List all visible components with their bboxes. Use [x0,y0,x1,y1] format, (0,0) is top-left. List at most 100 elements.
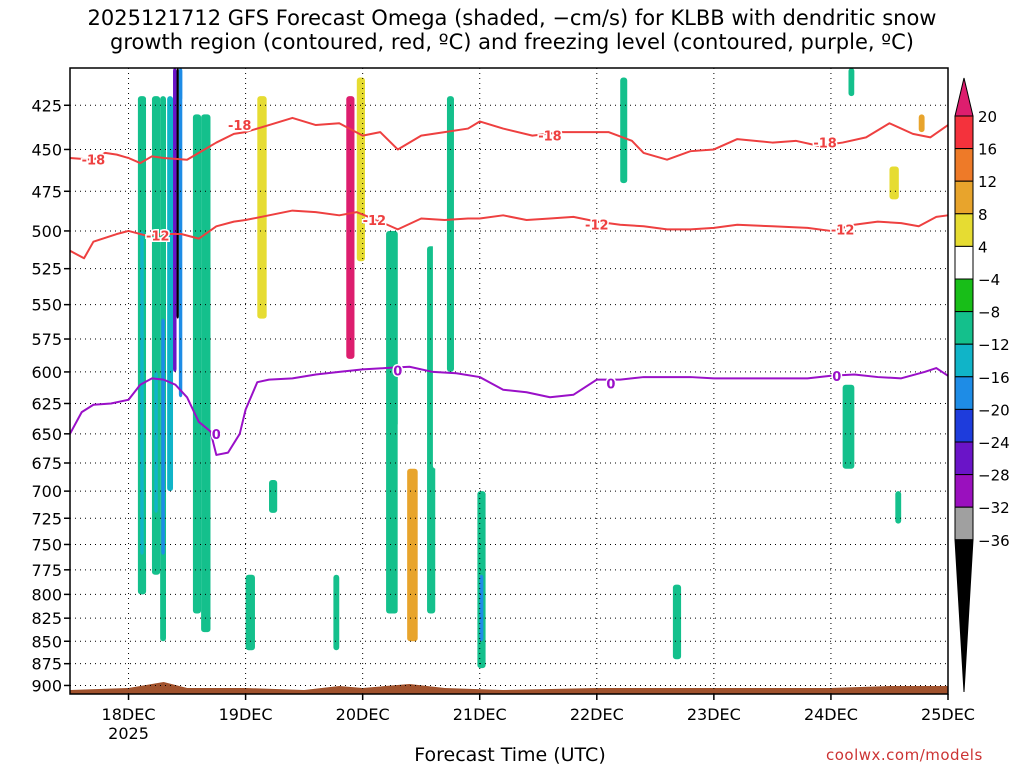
contour-label: 0 [606,377,615,392]
contour-label: -18 [538,130,562,145]
omega-cell [497,114,506,372]
omega-cell [233,96,241,492]
colorbar-tick-label: 4 [978,238,988,256]
omega-cell [772,523,779,585]
x-tick-label: 24DEC [804,705,858,724]
omega-cell [883,96,902,385]
omega-cell [918,114,925,133]
colorbar-band [954,148,974,182]
omega-cell [176,68,179,319]
y-tick-label: 500 [31,222,62,241]
omega-cell [167,96,174,492]
contour-label: -12 [831,223,855,238]
omega-cell [938,534,946,623]
colorbar-band [954,278,974,313]
omega-cell [446,96,454,372]
colorbar-tick-label: 8 [978,206,988,224]
omega-cell [620,77,628,184]
omega-cell [286,114,299,372]
omega-cell [269,479,278,513]
omega-cell [386,230,398,614]
x-tick-label: 18DEC [102,705,156,724]
contour-label: 0 [832,370,841,385]
terrain-fill [70,682,948,694]
credit-link[interactable]: coolwx.com/models [826,746,983,764]
omega-cell [122,96,131,595]
colorbar-band [954,506,974,541]
colorbar-tick-label: 12 [978,173,997,191]
x-tick-label: 25DEC [921,705,975,724]
colorbar: 20 16 12 8 4 −4 −8 −12 −16 −20 −24 −28 −32 −36 [954,77,1010,693]
dgz-contour-line [69,116,949,165]
x-tick-label: 19DEC [219,705,273,724]
chart-title-line2: growth region (contoured, red, ºC) and f… [110,30,914,54]
y-tick-label: 700 [31,482,62,501]
colorbar-band [954,408,974,443]
y-tick-label: 525 [31,260,62,279]
y-tick-label: 875 [31,655,62,674]
colorbar-top-arrow [954,77,974,117]
y-tick-label: 450 [31,140,62,159]
plot-border [69,67,949,695]
colorbar-band [954,180,974,215]
omega-cell [201,114,211,633]
contour-label: -18 [228,119,252,134]
contour-lines: -18 -18 -18 -18 -12 -12 -12 -12 0 0 0 0 [69,116,949,456]
colorbar-tick-label: 16 [978,141,997,159]
colorbar-bottom-arrow [954,539,974,693]
x-axis: 18DEC 19DEC 20DEC 21DEC 22DEC 23DEC 24DEC 25DEC… [102,694,975,743]
colorbar-band [954,376,974,410]
colorbar-band [954,474,974,508]
colorbar-tick-label: −20 [978,401,1010,419]
omega-cell [848,68,855,97]
dgz-contour-line [69,209,949,260]
omega-cell [823,650,829,660]
contour-label: -12 [146,230,170,245]
y-tick-label: 800 [31,585,62,604]
x-tick-label: 21DEC [453,705,507,724]
omega-cell [178,68,183,398]
colorbar-band [954,311,974,345]
omega-cell [140,230,144,555]
omega-cell [154,371,158,513]
colorbar-tick-label: −32 [978,499,1010,517]
omega-cell [245,574,255,651]
omega-cell [257,96,267,319]
colorbar-band [954,213,974,247]
omega-cell [704,632,712,660]
colorbar-tick-label: −12 [978,336,1010,354]
y-tick-label: 775 [31,561,62,580]
omega-cell [672,584,682,660]
y-tick-label: 675 [31,454,62,473]
contour-label: -12 [585,219,609,234]
x-year-label: 2025 [108,724,149,743]
contour-label: 0 [393,365,402,380]
plot-frame [69,67,949,695]
colorbar-band [954,245,974,280]
omega-cell [479,574,484,642]
omega-cell [432,199,445,469]
colorbar-band [954,441,974,476]
y-tick-label: 550 [31,296,62,315]
omega-cell [374,96,389,319]
omega-cell [346,96,355,359]
omega-cell [453,114,459,262]
colorbar-tick-label: −8 [978,304,1000,322]
chart-title-line1: 2025121712 GFS Forecast Omega (shaded, −… [87,6,937,30]
omega-cell [473,114,486,398]
x-axis-label: Forecast Time (UTC) [414,744,606,766]
omega-cell [889,166,899,200]
colorbar-band [954,343,974,378]
omega-cell [192,114,202,614]
omega-cell [842,384,855,469]
freezing-level-line [69,365,949,456]
contour-label: 0 [212,428,221,443]
omega-cell [161,318,165,555]
omega-cell [151,96,161,575]
omega-cell [173,68,177,372]
contour-label: -18 [813,137,837,152]
omega-cell [333,574,340,651]
y-tick-label: 725 [31,509,62,528]
omega-cell [91,371,96,492]
